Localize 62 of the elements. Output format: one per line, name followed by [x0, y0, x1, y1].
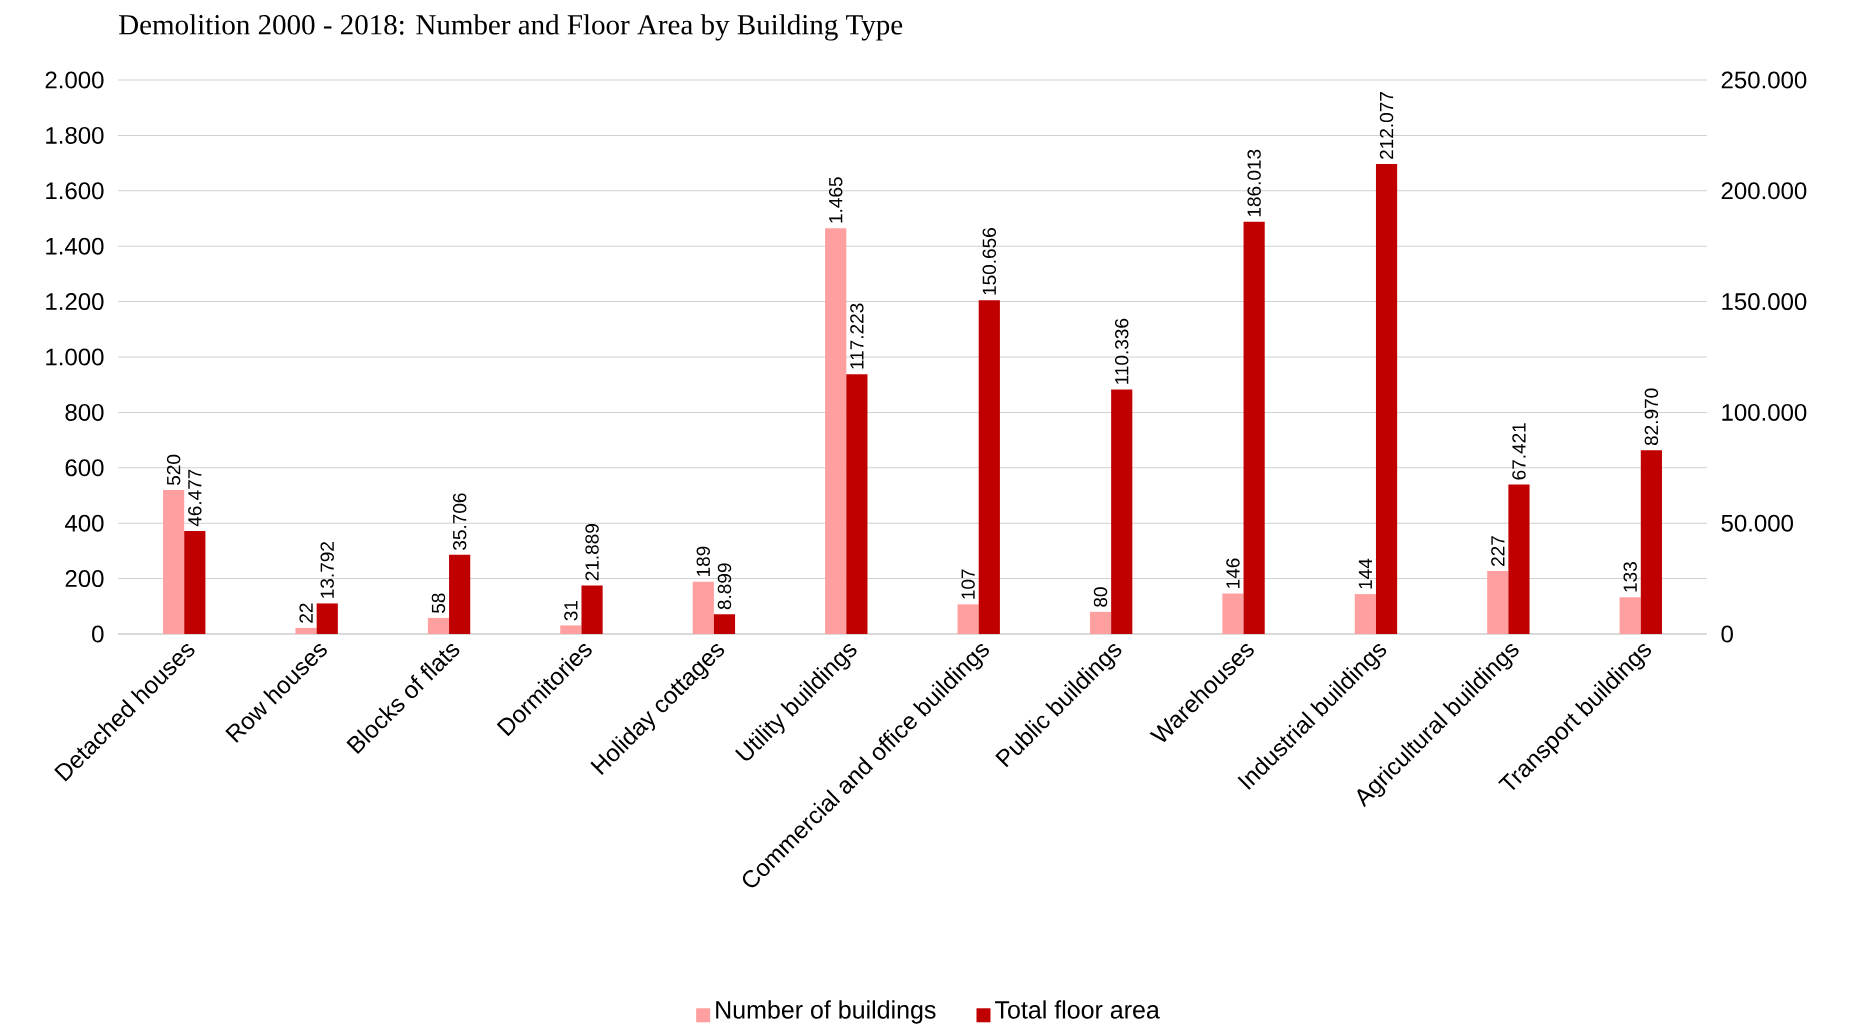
data-label: 67.421	[1512, 423, 1526, 480]
data-label: 80	[1093, 587, 1108, 607]
bar	[692, 581, 714, 634]
y2-tick-label: 250.000	[1721, 71, 1807, 89]
bar	[1640, 450, 1662, 634]
bar	[978, 300, 1000, 634]
data-label: 21.889	[585, 524, 599, 581]
bar	[1375, 164, 1398, 634]
data-label: 31	[564, 601, 578, 621]
bar	[1243, 221, 1265, 634]
y-tick-label: 400	[64, 514, 104, 532]
data-label: 117.223	[850, 303, 864, 369]
data-label: 35.706	[452, 493, 467, 550]
y-tick-label: 1.000	[46, 348, 104, 366]
y-tick-label: 600	[65, 459, 104, 477]
y-tick-label: 200	[65, 570, 104, 588]
data-label: 107	[961, 569, 975, 599]
bar	[295, 627, 317, 634]
bar	[581, 585, 603, 634]
bar	[1619, 597, 1641, 634]
data-label: 520	[166, 454, 181, 485]
y-tick-label: 1.600	[46, 182, 104, 200]
bar	[449, 554, 471, 634]
bar	[316, 603, 338, 634]
data-label: 58	[431, 593, 446, 613]
bar	[560, 625, 582, 634]
y2-tick-label: 50.000	[1721, 514, 1793, 532]
data-label: 46.477	[188, 469, 202, 527]
data-label: 227	[1491, 536, 1505, 566]
y-tick-label: 1.400	[46, 237, 104, 255]
chart-title: Demolition 2000 - 2018: Number and Floor Area by Building Type	[119, 14, 903, 41]
bar	[957, 604, 979, 634]
data-label: 186.013	[1247, 149, 1261, 217]
data-label: 22	[299, 603, 313, 623]
data-label: 146	[1226, 558, 1240, 588]
bar	[1508, 484, 1530, 634]
data-label: 189	[696, 546, 711, 576]
y-tick-label: 800	[65, 403, 104, 421]
bar	[1089, 611, 1112, 634]
data-label: 133	[1623, 562, 1637, 592]
y-tick-label: 1.200	[46, 293, 104, 311]
bar	[1354, 594, 1376, 634]
data-label: 1.465	[828, 177, 843, 223]
y2-tick-label: 0	[1721, 625, 1733, 643]
legend-label: Number of buildings	[716, 1000, 936, 1024]
bar	[1222, 593, 1244, 634]
data-label: 13.792	[320, 542, 334, 598]
y-tick-label: 1.800	[46, 126, 104, 144]
data-label: 8.899	[717, 563, 732, 610]
bar	[1111, 389, 1133, 634]
data-label: 150.656	[982, 228, 997, 295]
bar	[427, 617, 450, 634]
y2-tick-label: 100.000	[1722, 403, 1807, 421]
y-tick-label: 2.000	[45, 71, 104, 89]
data-label: 144	[1358, 558, 1372, 589]
y2-tick-label: 150.000	[1722, 293, 1807, 311]
data-label: 110.336	[1114, 318, 1129, 384]
data-label: 82.970	[1644, 388, 1659, 446]
data-label: 212.077	[1379, 92, 1394, 159]
y2-tick-label: 200.000	[1721, 182, 1807, 200]
legend-label: Total floor area	[995, 1000, 1160, 1019]
y-tick-label: 0	[92, 625, 104, 643]
